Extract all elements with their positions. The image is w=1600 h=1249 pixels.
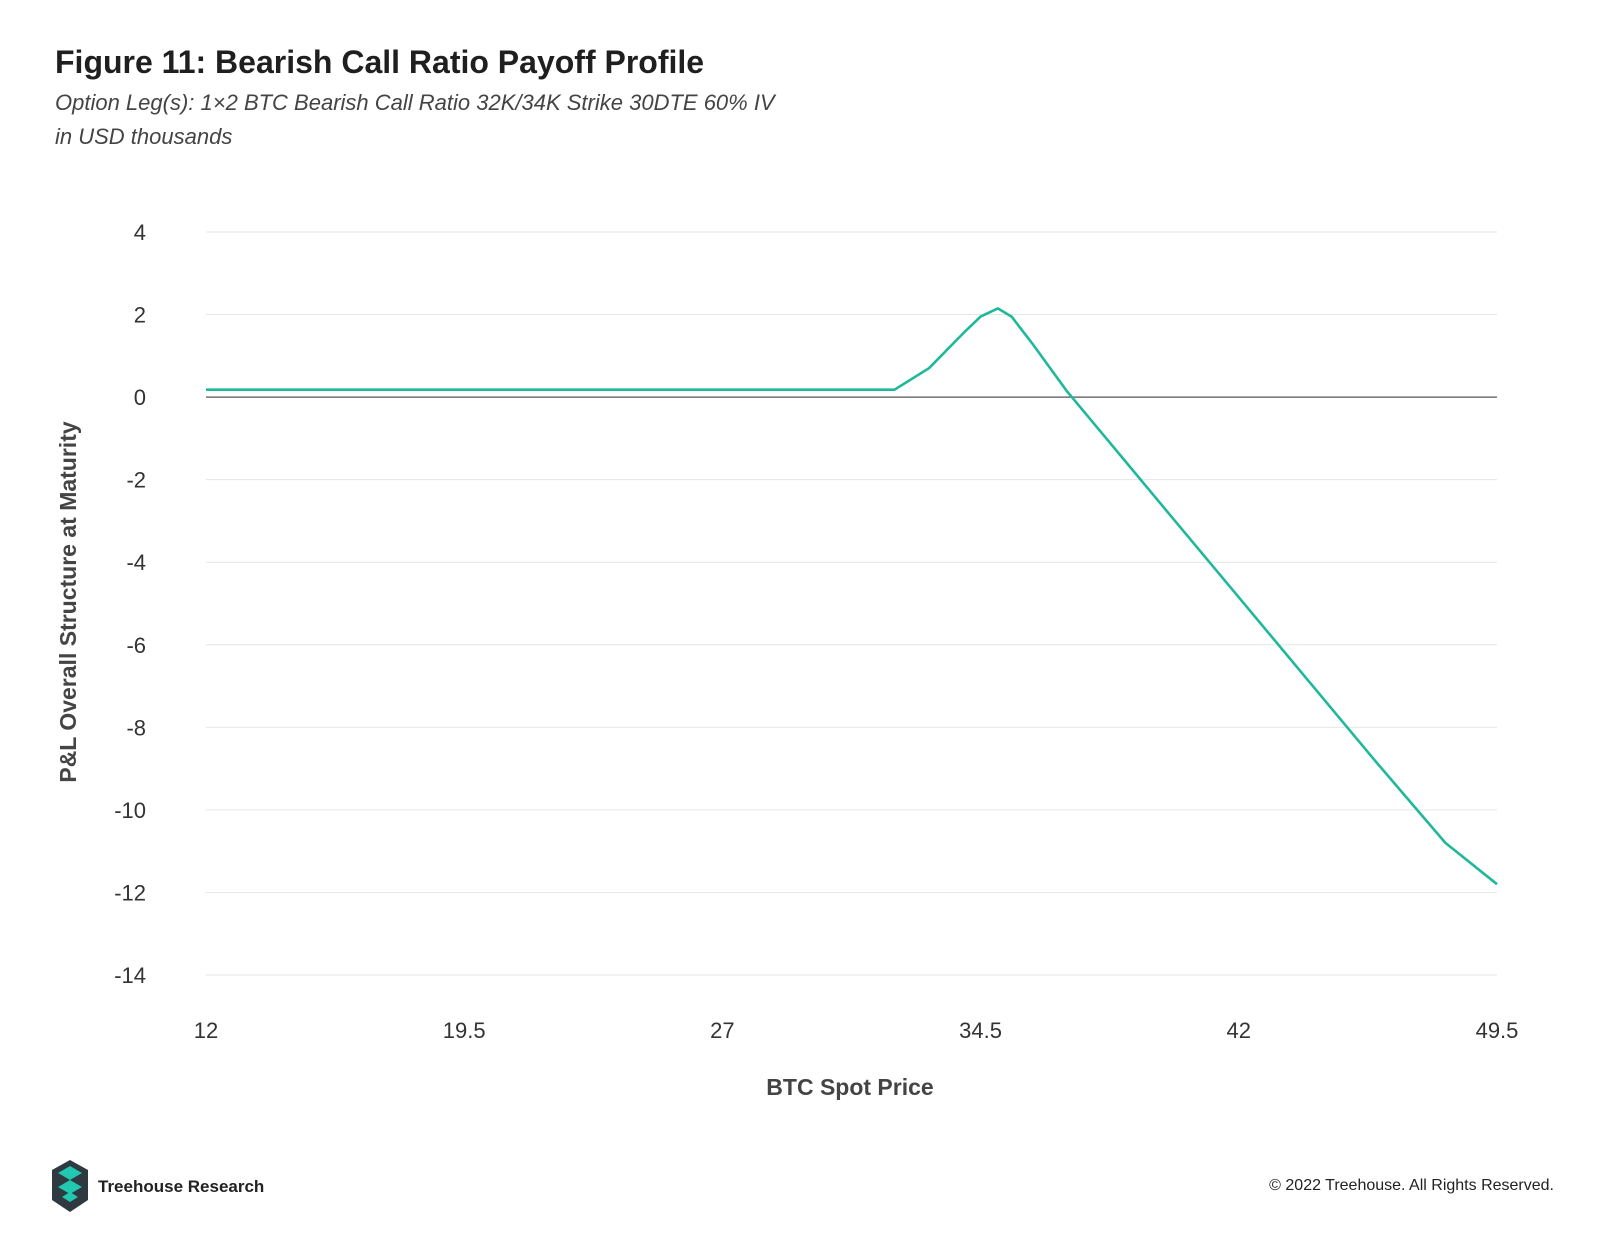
y-tick-label: 2 <box>134 303 146 328</box>
x-tick-label: 12 <box>194 1018 218 1043</box>
y-tick-label: -8 <box>126 715 146 740</box>
y-tick-label: -2 <box>126 468 146 493</box>
x-axis-ticks: 12 19.5 27 34.5 42 49.5 <box>194 1018 1519 1043</box>
footer-copyright: © 2022 Treehouse. All Rights Reserved. <box>1269 1177 1554 1194</box>
y-axis-label: P&L Overall Structure at Maturity <box>55 421 81 782</box>
chart-units-note: in USD thousands <box>55 124 233 149</box>
y-tick-label: -4 <box>126 550 146 575</box>
x-tick-label: 19.5 <box>443 1018 486 1043</box>
grid-lines <box>206 231 1497 976</box>
chart-title: Figure 11: Bearish Call Ratio Payoff Pro… <box>55 44 705 80</box>
x-tick-label: 34.5 <box>959 1018 1002 1043</box>
payoff-line <box>206 307 1498 886</box>
series-layer <box>206 307 1498 886</box>
x-tick-label: 42 <box>1227 1018 1251 1043</box>
y-tick-label: 0 <box>134 385 146 410</box>
treehouse-logo-icon <box>52 1160 88 1212</box>
y-tick-label: -6 <box>126 633 146 658</box>
y-axis-ticks: 4 2 0 -2 -4 -6 -8 -10 -12 -14 <box>114 220 146 988</box>
y-tick-label: 4 <box>134 220 146 245</box>
y-tick-label: -10 <box>114 798 146 823</box>
footer-brand: Treehouse Research <box>98 1177 265 1196</box>
chart-subtitle: Option Leg(s): 1×2 BTC Bearish Call Rati… <box>55 90 775 115</box>
x-axis-label: BTC Spot Price <box>766 1074 933 1100</box>
y-tick-label: -12 <box>114 880 146 905</box>
x-tick-label: 49.5 <box>1476 1018 1519 1043</box>
x-tick-label: 27 <box>710 1018 734 1043</box>
y-tick-label: -14 <box>114 963 146 988</box>
